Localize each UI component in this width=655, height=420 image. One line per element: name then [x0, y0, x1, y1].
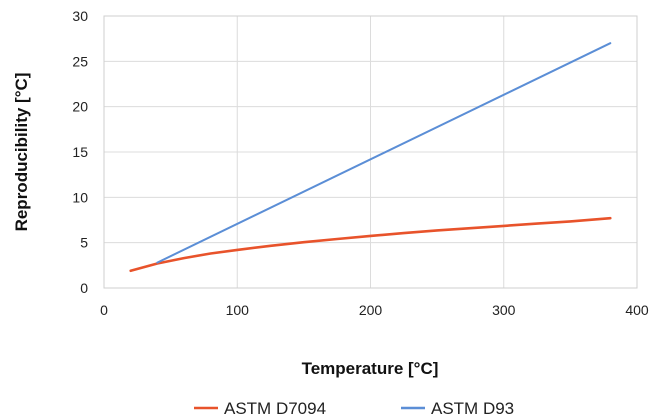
series-line-astm-d7094 [129, 216, 612, 273]
x-axis-ticks: 0 100 200 300 400 [100, 302, 649, 318]
y-tick-label: 10 [72, 189, 88, 205]
y-tick-label: 20 [72, 99, 88, 115]
y-axis-ticks: 0 5 10 15 20 25 30 [72, 8, 88, 296]
y-axis-title: Reproducibility [°C] [12, 73, 31, 232]
y-tick-label: 25 [72, 53, 88, 69]
plot-area-frame [103, 15, 638, 289]
legend: ASTM D7094 ASTM D93 [194, 399, 514, 418]
grid-lines [103, 15, 638, 289]
y-tick-label: 5 [80, 235, 88, 251]
y-tick-label: 30 [72, 8, 88, 24]
series-line-astm-d93 [156, 42, 612, 264]
x-tick-label: 300 [492, 302, 516, 318]
x-tick-label: 100 [226, 302, 250, 318]
x-tick-label: 400 [625, 302, 649, 318]
x-tick-label: 0 [100, 302, 108, 318]
x-tick-label: 200 [359, 302, 383, 318]
series-lines [129, 42, 612, 273]
x-axis-title: Temperature [°C] [302, 359, 439, 378]
y-tick-label: 15 [72, 144, 88, 160]
y-tick-label: 0 [80, 280, 88, 296]
legend-label-astm-d93: ASTM D93 [431, 399, 514, 418]
legend-label-astm-d7094: ASTM D7094 [224, 399, 326, 418]
